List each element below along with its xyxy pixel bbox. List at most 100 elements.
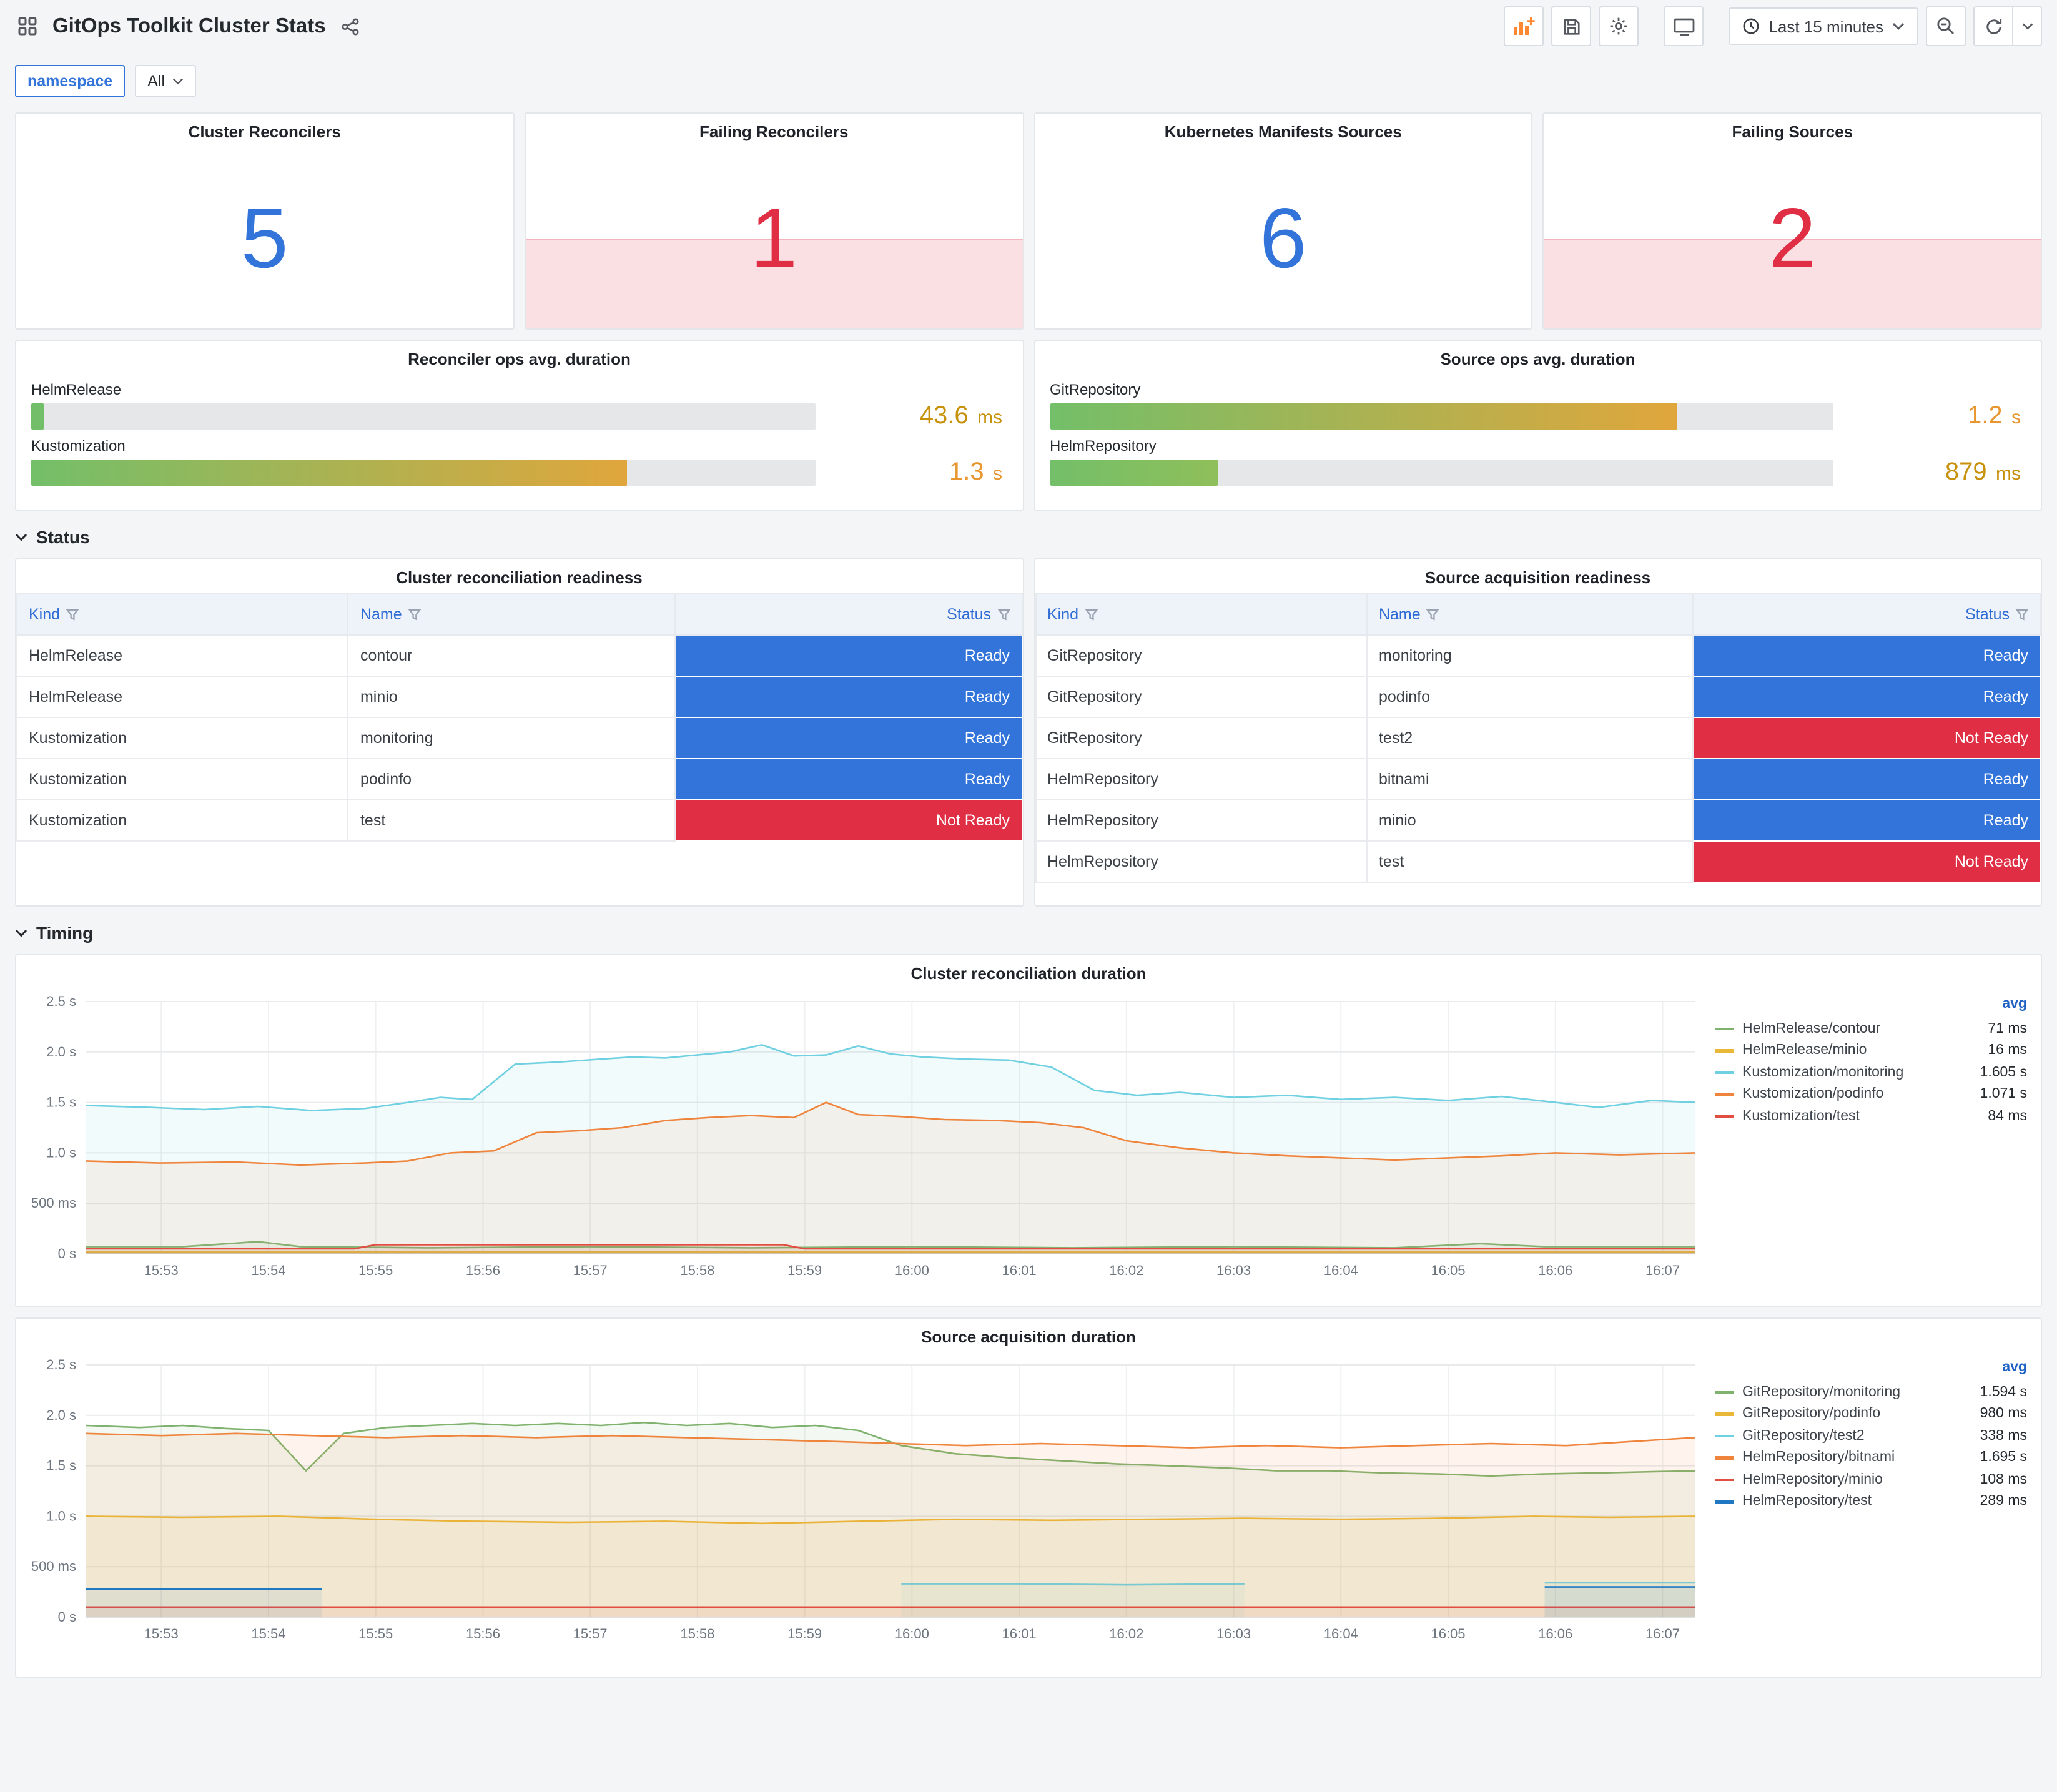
- series-color-dash: [1715, 1434, 1734, 1437]
- table-row: GitRepository test2 Not Ready: [1034, 717, 2041, 759]
- table-row: Kustomization podinfo Ready: [16, 758, 1022, 800]
- column-header-name[interactable]: Name: [1366, 593, 1694, 636]
- gauge-unit: s: [2006, 407, 2021, 428]
- table-panel-title: Source acquisition readiness: [1424, 568, 1651, 587]
- legend-item-helmrepository-test[interactable]: HelmRepository/test 289 ms: [1715, 1490, 2030, 1512]
- cell-status: Ready: [1692, 676, 2041, 718]
- add-panel-button[interactable]: [1504, 6, 1544, 46]
- cell-kind: Kustomization: [16, 758, 349, 800]
- series-name: Kustomization/podinfo: [1742, 1086, 1884, 1102]
- legend-avg-header[interactable]: avg: [2002, 997, 2027, 1012]
- svg-text:15:59: 15:59: [787, 1263, 822, 1278]
- cell-name: monitoring: [1366, 634, 1694, 677]
- filter-icon[interactable]: [997, 608, 1010, 621]
- column-header-kind[interactable]: Kind: [1034, 593, 1368, 636]
- cell-kind: Kustomization: [16, 799, 349, 842]
- legend-item-gitrepository-test2[interactable]: GitRepository/test2 338 ms: [1715, 1425, 2030, 1447]
- timeseries-chart[interactable]: 0 s 500 ms 1.0 s 1.5 s 2.0 s 2.5 s 15:53 15:54 1…: [26, 1352, 1715, 1650]
- svg-text:16:02: 16:02: [1109, 1626, 1143, 1642]
- column-header-label: Name: [360, 606, 402, 623]
- gauge-value: 1.2 s: [1968, 402, 2021, 430]
- filter-icon[interactable]: [1426, 608, 1439, 621]
- svg-text:500 ms: 500 ms: [31, 1195, 76, 1211]
- cell-status: Ready: [1692, 634, 2041, 677]
- timeseries-chart[interactable]: 0 s 500 ms 1.0 s 1.5 s 2.0 s 2.5 s 15:53 15:54 1…: [26, 989, 1715, 1286]
- cell-status: Ready: [674, 717, 1022, 759]
- gauge-label: HelmRelease: [31, 381, 122, 398]
- cell-status: Not Ready: [1692, 717, 2041, 759]
- cell-name: test: [1366, 840, 1694, 883]
- section-header-timing[interactable]: Timing: [15, 923, 2042, 943]
- legend-avg-header[interactable]: avg: [2002, 1360, 2027, 1375]
- chart-panel-cluster-reconciliation-duration: Cluster reconciliation duration 0 s 500 ms…: [15, 954, 2042, 1307]
- refresh-interval-dropdown[interactable]: [2013, 6, 2042, 46]
- legend-item-helmrepository-minio[interactable]: HelmRepository/minio 108 ms: [1715, 1469, 2030, 1490]
- svg-text:16:06: 16:06: [1538, 1263, 1572, 1278]
- svg-text:2.0 s: 2.0 s: [46, 1407, 76, 1423]
- section-title: Status: [36, 527, 90, 547]
- filter-icon[interactable]: [66, 608, 79, 621]
- refresh-dashboard-button[interactable]: [1973, 6, 2013, 46]
- column-header-status[interactable]: Status: [1692, 593, 2041, 636]
- chart-legend: avg HelmRelease/contour 71 ms HelmRelease/m…: [1715, 989, 2030, 1127]
- column-header-status[interactable]: Status: [674, 593, 1022, 636]
- legend-item-kustomization-podinfo[interactable]: Kustomization/podinfo 1.071 s: [1715, 1083, 2030, 1105]
- series-color-dash: [1715, 1115, 1734, 1118]
- save-dashboard-button[interactable]: [1551, 6, 1592, 46]
- filter-icon[interactable]: [2016, 608, 2028, 621]
- filter-icon[interactable]: [408, 608, 421, 621]
- column-header-name[interactable]: Name: [347, 593, 676, 636]
- series-avg-value: 16 ms: [1988, 1043, 2027, 1058]
- stat-panel-title: Cluster Reconcilers: [188, 122, 341, 141]
- chevron-down-icon: [2021, 23, 2033, 30]
- time-range-picker[interactable]: Last 15 minutes: [1729, 7, 1918, 45]
- svg-text:2.5 s: 2.5 s: [46, 1357, 76, 1372]
- cell-status: Ready: [674, 634, 1022, 677]
- variable-namespace-label[interactable]: namespace: [15, 65, 126, 97]
- svg-text:15:55: 15:55: [358, 1263, 393, 1278]
- legend-item-helmrelease-contour[interactable]: HelmRelease/contour 71 ms: [1715, 1018, 2030, 1040]
- chart-plot-area[interactable]: 0 s 500 ms 1.0 s 1.5 s 2.0 s 2.5 s 15:53 15:54 1…: [26, 989, 1715, 1286]
- chart-panel-title: Cluster reconciliation duration: [910, 964, 1147, 983]
- cycle-view-mode-button[interactable]: [1664, 6, 1704, 46]
- timing-charts-column: Cluster reconciliation duration 0 s 500 ms…: [0, 954, 2057, 1678]
- legend-item-helmrelease-minio[interactable]: HelmRelease/minio 16 ms: [1715, 1040, 2030, 1061]
- series-color-dash: [1715, 1412, 1734, 1415]
- svg-text:16:01: 16:01: [1002, 1263, 1037, 1278]
- svg-text:16:06: 16:06: [1538, 1626, 1572, 1642]
- svg-text:16:02: 16:02: [1109, 1263, 1143, 1278]
- series-name: Kustomization/test: [1742, 1108, 1860, 1124]
- section-title: Timing: [36, 923, 94, 943]
- svg-text:16:04: 16:04: [1324, 1263, 1358, 1278]
- stat-alert-background: [1544, 239, 2041, 328]
- legend-item-helmrepository-bitnami[interactable]: HelmRepository/bitnami 1.695 s: [1715, 1447, 2030, 1469]
- variable-namespace-value-dropdown[interactable]: All: [135, 65, 197, 97]
- share-dashboard-icon[interactable]: [338, 14, 363, 39]
- legend-item-gitrepository-monitoring[interactable]: GitRepository/monitoring 1.594 s: [1715, 1381, 2030, 1403]
- dashboards-grid-icon[interactable]: [15, 14, 40, 39]
- filter-icon[interactable]: [1085, 608, 1098, 621]
- legend-item-kustomization-test[interactable]: Kustomization/test 84 ms: [1715, 1105, 2030, 1127]
- zoom-out-time-button[interactable]: [1926, 6, 1966, 46]
- dashboard-settings-button[interactable]: [1599, 6, 1639, 46]
- legend-item-gitrepository-podinfo[interactable]: GitRepository/podinfo 980 ms: [1715, 1403, 2030, 1425]
- gauge-track: [1050, 460, 1833, 486]
- svg-text:0 s: 0 s: [58, 1246, 76, 1261]
- readiness-table: Kind Name Status GitRepository monitoring Rea…: [1034, 593, 2041, 883]
- column-header-kind[interactable]: Kind: [16, 593, 349, 636]
- svg-text:16:03: 16:03: [1216, 1626, 1251, 1642]
- gauge-unit: s: [987, 463, 1002, 485]
- gauge-value: 1.3 s: [949, 458, 1002, 486]
- chart-plot-area[interactable]: 0 s 500 ms 1.0 s 1.5 s 2.0 s 2.5 s 15:53 15:54 1…: [26, 1352, 1715, 1650]
- svg-text:15:55: 15:55: [358, 1626, 393, 1642]
- section-header-status[interactable]: Status: [15, 527, 2042, 547]
- gauge-row-helmrepository: HelmRepository 879 ms: [1050, 437, 2026, 487]
- svg-text:15:53: 15:53: [144, 1263, 179, 1278]
- series-avg-value: 289 ms: [1980, 1494, 2027, 1509]
- stat-panel-title: Failing Sources: [1732, 122, 1853, 141]
- table-panel-source-acquisition-readiness: Source acquisition readiness Kind Name Stat…: [1033, 558, 2042, 907]
- gauge-row-helmrelease: HelmRelease 43.6 ms: [31, 381, 1007, 431]
- cell-kind: HelmRepository: [1034, 758, 1368, 800]
- legend-item-kustomization-monitoring[interactable]: Kustomization/monitoring 1.605 s: [1715, 1061, 2030, 1083]
- gauge-row-kustomization: Kustomization 1.3 s: [31, 437, 1007, 487]
